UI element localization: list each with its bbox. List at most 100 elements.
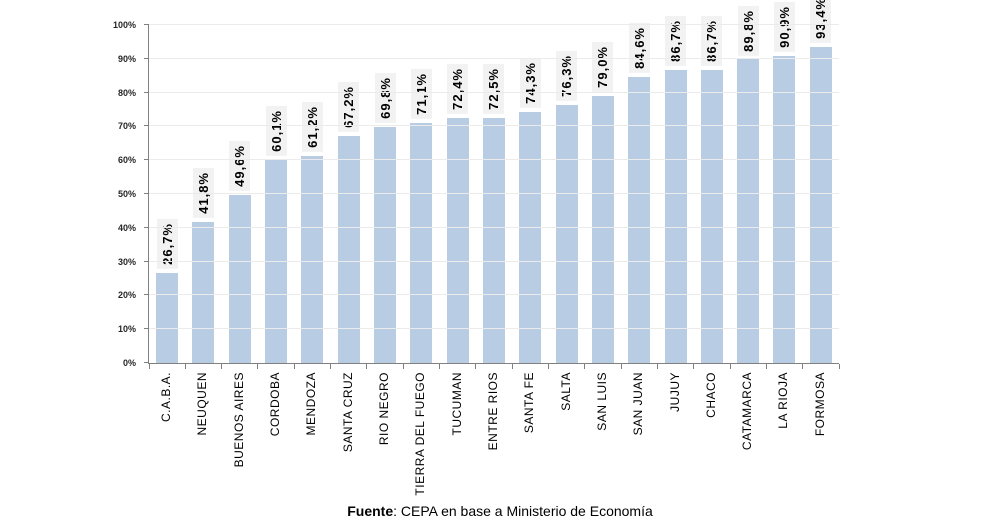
gridline — [149, 226, 839, 228]
x-axis-label: CHACO — [703, 372, 718, 418]
bar-column: 76,3% — [548, 25, 584, 363]
x-axis-label: ENTRE RIOS — [485, 372, 500, 451]
x-axis-label: TIERRA DEL FUEGO — [413, 372, 428, 496]
bar-value-label-wrap: 79,0% — [585, 42, 621, 92]
y-axis-tick-label: 70% — [117, 121, 136, 132]
y-axis-tick-label: 60% — [117, 155, 136, 166]
bar-value-label: 72,5% — [483, 64, 505, 114]
y-axis-tick — [144, 125, 149, 127]
y-axis-tick-label: 90% — [117, 53, 136, 64]
y-axis-tick-label: 80% — [117, 87, 136, 98]
bar — [374, 127, 397, 363]
y-axis-tick-label: 100% — [112, 20, 136, 30]
bar-value-label-wrap: 74,3% — [512, 58, 548, 108]
bar-value-label-wrap: 72,4% — [440, 64, 476, 115]
bar-column: 79,0% — [585, 25, 621, 363]
gridline — [149, 24, 839, 25]
y-axis-tick — [144, 91, 149, 93]
bar-column: 89,8% — [730, 5, 766, 363]
bar-value-label: 74,3% — [519, 58, 541, 108]
x-label-cell: ENTRE RIOS — [475, 372, 511, 502]
bar-value-label-wrap: 93,4% — [803, 0, 839, 44]
x-label-cell: RIO NEGRO — [366, 372, 402, 502]
bar-column: 90,9% — [766, 1, 802, 363]
bar-value-label-wrap: 61,2% — [294, 102, 330, 153]
x-axis-label: CATAMARCA — [740, 372, 755, 451]
bar-value-label-wrap: 49,6% — [222, 141, 258, 192]
x-axis-label: BUENOS AIRES — [231, 372, 246, 468]
x-axis-tick — [293, 364, 295, 369]
x-axis-tick — [765, 364, 767, 369]
bar-column: 72,5% — [476, 25, 512, 363]
gridline — [149, 328, 839, 330]
bar — [228, 195, 251, 363]
x-axis-tick — [547, 364, 549, 369]
bar-value-label: 61,2% — [301, 102, 323, 153]
bar — [591, 95, 614, 363]
bar — [809, 47, 832, 363]
bar-column: 86,7% — [694, 16, 730, 363]
x-axis-label: MENDOZA — [304, 372, 319, 436]
source-note-text: : CEPA en base a Ministerio de Economía — [393, 503, 653, 519]
gridline — [149, 91, 839, 93]
x-axis-label: SANTA FE — [522, 372, 537, 434]
x-label-cell: TIERRA DEL FUEGO — [402, 372, 438, 502]
y-axis-tick — [144, 57, 149, 59]
x-axis-tick — [148, 364, 150, 369]
x-label-cell: FORMOSA — [802, 372, 838, 502]
x-axis-tick — [656, 364, 658, 369]
bar-column: 71,1% — [403, 25, 439, 363]
x-label-cell: SAN JUAN — [620, 372, 656, 502]
bar-value-label: 69,8% — [374, 73, 396, 124]
x-axis-tick — [221, 364, 223, 369]
y-axis-tick-label: 40% — [117, 222, 136, 233]
bar-value-label-wrap: 90,9% — [766, 1, 802, 52]
x-axis-tick — [838, 364, 840, 369]
x-label-cell: MENDOZA — [293, 372, 329, 502]
bar — [700, 69, 723, 363]
y-axis-tick-label: 10% — [117, 324, 136, 335]
x-axis-label: FORMOSA — [812, 372, 827, 437]
x-label-cell: SANTA FE — [511, 372, 547, 502]
bar-value-label-wrap: 60,1% — [258, 106, 294, 156]
bar-value-label: 71,1% — [410, 68, 432, 119]
x-axis-tick — [257, 364, 259, 369]
source-note: Fuente: CEPA en base a Ministerio de Eco… — [0, 503, 1000, 519]
bar — [410, 122, 433, 363]
x-axis-label: C.A.B.A. — [159, 372, 174, 423]
bar-value-label-wrap: 69,8% — [367, 73, 403, 124]
bar — [555, 105, 578, 363]
x-axis-label: SANTA CRUZ — [340, 372, 355, 453]
bar-value-label: 67,2% — [338, 82, 360, 132]
y-axis-tick-label: 0% — [122, 358, 136, 368]
bar — [337, 135, 360, 363]
y-axis-tick — [144, 260, 149, 262]
bar-column: 69,8% — [367, 25, 403, 363]
bar-value-label-wrap: 84,6% — [621, 23, 657, 74]
x-axis-label: LA RIOJA — [776, 372, 791, 429]
bar-value-label: 89,8% — [737, 5, 759, 56]
bar-column: 26,7% — [149, 25, 185, 363]
x-label-cell: JUJUY — [656, 372, 692, 502]
x-axis-tick — [620, 364, 622, 369]
y-axis-tick — [144, 193, 149, 194]
y-axis-tick — [144, 362, 149, 363]
x-axis-tick — [184, 364, 186, 369]
x-label-cell: C.A.B.A. — [148, 372, 184, 502]
bar — [446, 118, 469, 363]
y-axis-tick — [144, 159, 149, 161]
bar-value-label: 90,9% — [773, 1, 795, 52]
x-label-cell: CATAMARCA — [729, 372, 765, 502]
y-axis-tick — [144, 328, 149, 330]
bars-row: 26,7%41,8% 49,6% 60,1% 61,2% 67,2% 69,8% 71,1%… — [149, 0, 839, 363]
bar — [773, 55, 796, 363]
x-axis-tick — [475, 364, 477, 369]
bar — [519, 111, 542, 363]
x-axis-tick — [402, 364, 404, 369]
x-axis-tick — [584, 364, 586, 369]
gridline — [149, 57, 839, 59]
bar-column: 41,8% — [185, 25, 221, 363]
y-axis-tick — [144, 294, 149, 296]
x-label-cell: SALTA — [547, 372, 583, 502]
bar-value-label-wrap: 89,8% — [730, 5, 766, 56]
